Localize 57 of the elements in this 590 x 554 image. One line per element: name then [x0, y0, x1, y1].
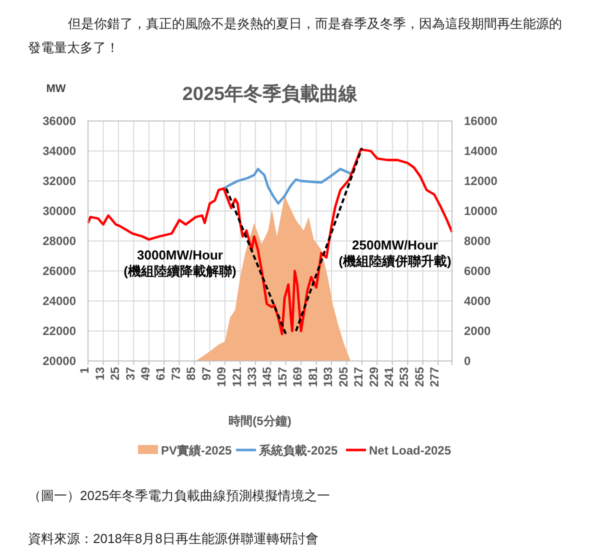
text: （圖一）2025年冬季電力負載曲線預測模擬情境之一 — [28, 488, 330, 503]
x-tick-label: 85 — [184, 366, 198, 380]
annotation: (機組陸續降載解聯) — [124, 263, 236, 278]
x-tick-label: 13 — [92, 366, 107, 380]
legend-label: 系統負載-2025 — [258, 444, 338, 458]
x-tick-label: 253 — [397, 366, 412, 388]
x-tick-label: 217 — [352, 366, 366, 388]
y2-tick-label: 4000 — [464, 294, 492, 308]
y-tick-label: 28000 — [42, 234, 76, 248]
y2-tick-label: 14000 — [464, 144, 498, 158]
x-tick-label: 133 — [245, 366, 260, 388]
text: 但是你錯了，真正的風險不是炎熱的夏日，而是春季及冬季，因為這段期間再生能源的發電量太多了！ — [28, 16, 562, 55]
x-axis-title: 時間(5分鐘) — [228, 414, 292, 428]
y2-tick-label: 16000 — [464, 114, 498, 128]
y-tick-label: 26000 — [42, 264, 76, 278]
x-tick-label: 49 — [138, 366, 152, 380]
x-tick-label: 73 — [168, 366, 183, 380]
y-tick-label: 30000 — [42, 204, 76, 218]
annotation: 3000MW/Hour — [137, 247, 223, 262]
line-series — [86, 148, 454, 336]
y2-tick-label: 2000 — [464, 324, 492, 338]
x-tick-label: 241 — [382, 366, 396, 388]
x-tick-label: 1 — [78, 366, 92, 374]
x-tick-label: 277 — [428, 366, 442, 388]
annotation: 2500MW/Hour — [352, 237, 438, 252]
y2-tick-label: 6000 — [464, 264, 492, 278]
y-tick-label: 20000 — [42, 354, 76, 368]
x-tick-label: 193 — [321, 366, 336, 388]
y-tick-label: 32000 — [42, 174, 76, 188]
y-tick-label: 24000 — [42, 294, 76, 308]
x-tick-label: 37 — [123, 366, 138, 380]
y2-tick-label: 0 — [464, 354, 471, 368]
y-tick-label: 22000 — [42, 324, 76, 338]
x-tick-label: 97 — [199, 366, 214, 380]
legend-label: Net Load-2025 — [369, 444, 452, 458]
y-tick-label: 36000 — [42, 114, 76, 128]
x-tick-label: 121 — [230, 366, 244, 388]
x-tick-label: 61 — [154, 366, 168, 380]
y2-tick-label: 8000 — [464, 234, 492, 248]
x-tick-label: 145 — [260, 366, 274, 388]
line-series — [222, 168, 352, 205]
y2-tick-label: 10000 — [464, 204, 498, 218]
x-tick-label: 181 — [306, 366, 320, 388]
annotation: (機組陸續併聯升載) — [338, 253, 452, 268]
x-tick-label: 25 — [108, 366, 122, 380]
chart-title: 2025年冬季負載曲線 — [182, 83, 359, 105]
x-tick-label: 157 — [275, 366, 290, 388]
x-tick-label: 205 — [336, 366, 350, 388]
source-note: 資料來源：2018年8月8日再生能源併聯運轉研討會 — [28, 531, 318, 546]
x-tick-label: 229 — [366, 366, 381, 388]
y-axis-title: MW — [46, 83, 66, 95]
x-tick-label: 109 — [214, 366, 229, 388]
y2-tick-label: 12000 — [464, 174, 498, 188]
x-tick-label: 169 — [290, 366, 305, 388]
x-tick-label: 265 — [412, 366, 426, 388]
legend-label: PV實績-2025 — [161, 444, 232, 458]
y-tick-label: 34000 — [42, 144, 76, 158]
